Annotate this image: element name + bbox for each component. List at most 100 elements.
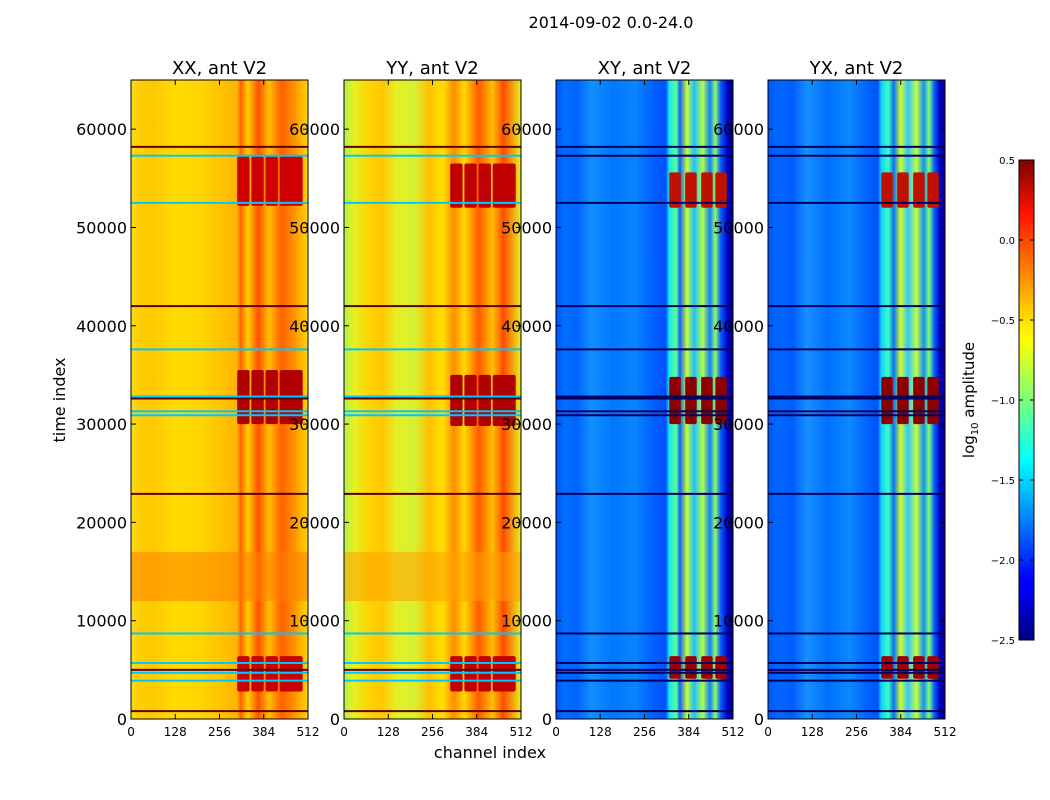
flag-row-xx-1 (131, 679, 308, 682)
flag-row-xy-3 (556, 668, 733, 671)
band-xx-3 (131, 551, 308, 602)
band-yx-1-0 (881, 376, 893, 425)
flag-row-xy-10 (556, 395, 733, 398)
y-tick-label-xy-4: 40000 (501, 317, 552, 336)
colorbar-tick-label-0: 0.5 (999, 156, 1015, 167)
x-tick-label-xx-0: 0 (127, 725, 135, 739)
flag-row-yx-1 (768, 679, 945, 682)
band-xy-0-1 (685, 656, 697, 679)
flag-row-xy-8 (556, 410, 733, 413)
x-tick-label-xx-2: 256 (208, 725, 231, 739)
flag-row-yx-5 (768, 632, 945, 635)
heatmap-panels: XX, ant V2 0 128 256 384 512 0 10000 20000 30000 4… (76, 58, 956, 739)
flag-row-yx-6 (768, 492, 945, 495)
band-xy-2-0 (669, 172, 681, 208)
flag-row-xy-13 (556, 201, 733, 204)
band-xx-2-2 (265, 156, 278, 206)
flag-row-yx-0 (768, 710, 945, 713)
x-tick-label-yx-2: 256 (845, 725, 868, 739)
panel-title-xy: XY, ant V2 (598, 58, 692, 79)
band-yx-1-2 (913, 376, 925, 425)
band-yy-2-3 (492, 163, 506, 208)
flag-row-yy-11 (344, 348, 521, 351)
band-xx-2-1 (251, 156, 264, 206)
band-yx-0-1 (897, 656, 909, 679)
x-tick-label-yy-1: 128 (377, 725, 400, 739)
flag-row-xy-12 (556, 305, 733, 308)
flag-row-yy-1 (344, 679, 521, 682)
y-axis-label: time index (50, 357, 69, 442)
panel-title-yx: YX, ant V2 (809, 58, 904, 79)
band-yx-2-3 (927, 172, 939, 208)
y-tick-label-yx-2: 20000 (713, 513, 764, 532)
flag-row-xx-14 (131, 154, 308, 157)
flag-row-xx-15 (131, 145, 308, 148)
flag-row-yx-13 (768, 201, 945, 204)
band-yy-3 (344, 551, 521, 602)
flag-row-yx-2 (768, 671, 945, 674)
band-yx-2-2 (913, 172, 925, 208)
x-tick-label-yx-4: 512 (934, 725, 957, 739)
flag-row-yx-15 (768, 145, 945, 148)
flag-row-yx-14 (768, 154, 945, 157)
flag-row-yy-15 (344, 145, 521, 148)
band-yx-0-2 (913, 656, 925, 679)
flag-row-xx-11 (131, 348, 308, 351)
colorbar-label-sub: 10 (970, 422, 981, 435)
x-tick-label-yy-4: 512 (510, 725, 533, 739)
band-yy-2-4 (503, 163, 516, 208)
figure-suptitle: 2014-09-02 0.0-24.0 (529, 13, 694, 32)
flag-row-yx-7 (768, 414, 945, 417)
y-tick-label-xx-2: 20000 (76, 513, 127, 532)
flag-row-yx-9 (768, 397, 945, 400)
flag-row-xy-15 (556, 145, 733, 148)
y-tick-label-yx-4: 40000 (713, 317, 764, 336)
band-xy-0-0 (669, 656, 681, 679)
flag-row-yy-9 (344, 397, 521, 400)
y-tick-label-xy-1: 10000 (501, 612, 552, 631)
colorbar-label-main: log (960, 435, 978, 458)
colorbar-tick-label-1: 0.0 (999, 236, 1015, 247)
flag-row-xx-13 (131, 201, 308, 204)
y-tick-label-xx-3: 30000 (76, 415, 127, 434)
y-tick-label-yy-3: 30000 (289, 415, 340, 434)
x-tick-label-xx-1: 128 (164, 725, 187, 739)
flag-row-yy-0 (344, 710, 521, 713)
flag-row-xx-4 (131, 661, 308, 664)
band-yy-2-1 (464, 163, 477, 208)
panel-xx: XX, ant V2 0 128 256 384 512 0 10000 20000 30000 4… (76, 58, 319, 739)
flag-row-yy-3 (344, 668, 521, 671)
y-tick-label-yy-1: 10000 (289, 612, 340, 631)
y-tick-label-yx-3: 30000 (713, 415, 764, 434)
flag-row-yy-12 (344, 305, 521, 308)
colorbar-label-rest: amplitude (960, 342, 978, 423)
x-tick-label-xy-1: 128 (589, 725, 612, 739)
flag-row-yy-7 (344, 414, 521, 417)
y-tick-label-yx-0: 0 (754, 710, 764, 729)
colorbar-tick-label-5: −2.0 (991, 556, 1015, 567)
band-xx-2-4 (290, 156, 303, 206)
colorbar-tick-label-2: −0.5 (991, 316, 1015, 327)
x-tick-label-xy-4: 512 (722, 725, 745, 739)
band-xy-1-1 (685, 376, 697, 425)
x-tick-label-yy-0: 0 (340, 725, 348, 739)
flag-row-yy-2 (344, 671, 521, 674)
flag-row-xx-7 (131, 414, 308, 417)
y-tick-label-yx-1: 10000 (713, 612, 764, 631)
colorbar-tick-label-3: −1.0 (991, 396, 1015, 407)
flag-row-yx-3 (768, 668, 945, 671)
band-yx-0-3 (927, 656, 939, 679)
y-tick-label-xx-1: 10000 (76, 612, 127, 631)
y-tick-label-xy-0: 0 (542, 710, 552, 729)
colorbar-tick-label-4: −1.5 (991, 476, 1015, 487)
band-xy-1-0 (669, 376, 681, 425)
x-tick-label-xy-2: 256 (633, 725, 656, 739)
band-xy-0-3 (715, 656, 727, 679)
band-yy-1-1 (464, 374, 477, 427)
x-tick-label-xx-3: 384 (252, 725, 275, 739)
flag-row-xx-5 (131, 632, 308, 635)
flag-row-yy-6 (344, 492, 521, 495)
y-tick-label-yx-5: 50000 (713, 218, 764, 237)
y-tick-label-xy-5: 50000 (501, 218, 552, 237)
